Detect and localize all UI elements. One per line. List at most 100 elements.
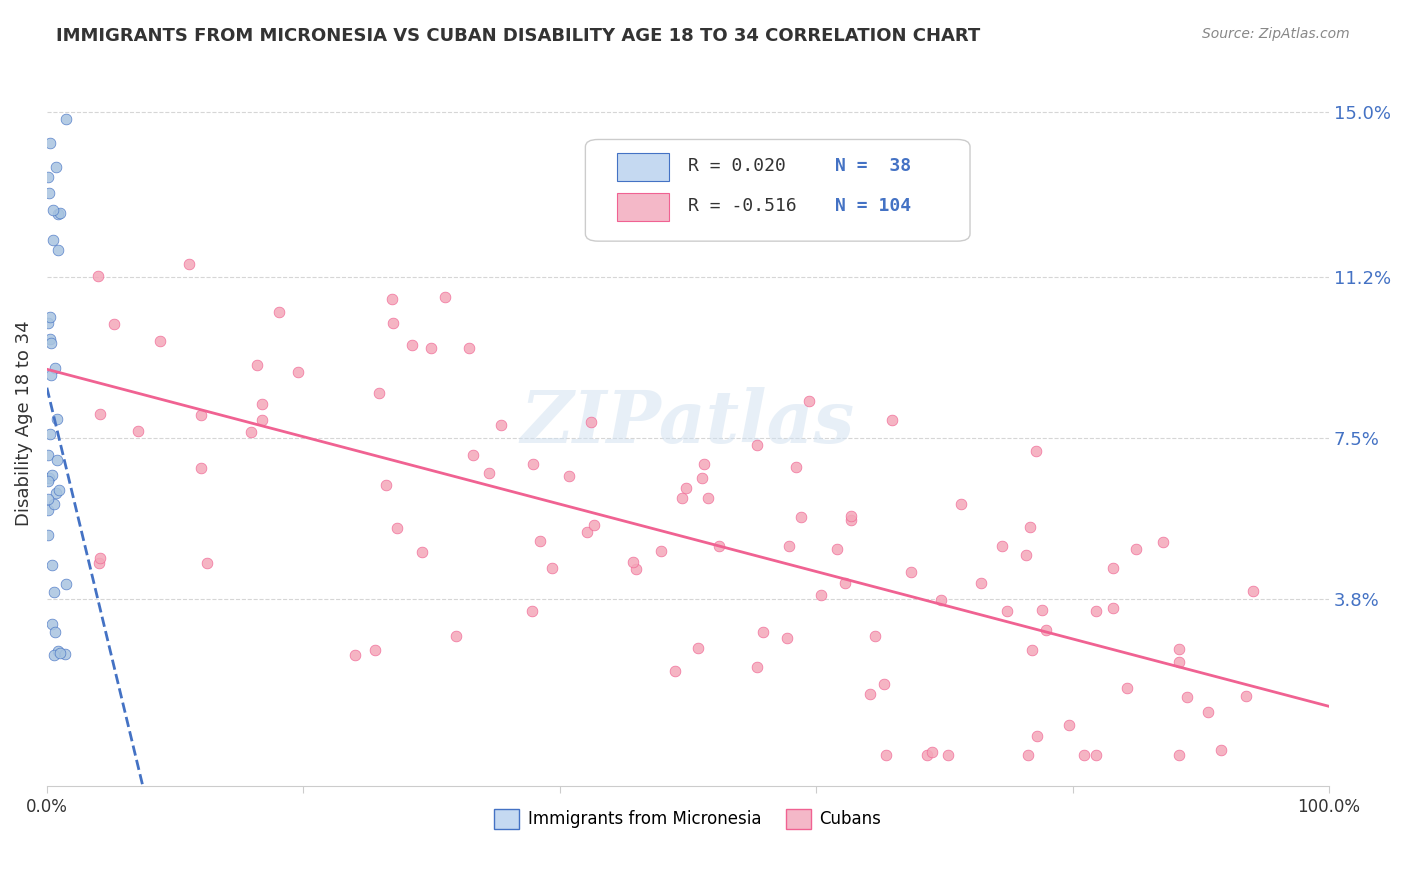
Point xyxy=(37,528,59,542)
Point xyxy=(579,415,602,429)
Text: R = 0.020: R = 0.020 xyxy=(688,157,786,176)
Point xyxy=(48,483,70,497)
Point xyxy=(1073,748,1095,763)
Point xyxy=(688,640,710,655)
Point xyxy=(915,748,938,763)
Point xyxy=(38,310,60,325)
Point xyxy=(834,575,856,590)
Point xyxy=(38,136,60,151)
Point xyxy=(1152,534,1174,549)
Point xyxy=(785,460,807,475)
Point xyxy=(1197,705,1219,719)
Point xyxy=(45,486,67,500)
Text: Source: ZipAtlas.com: Source: ZipAtlas.com xyxy=(1202,27,1350,41)
Point xyxy=(921,745,943,759)
Point xyxy=(401,338,423,352)
Point xyxy=(252,413,274,427)
Point xyxy=(89,408,111,422)
Point xyxy=(690,471,713,485)
Point xyxy=(1116,681,1139,696)
Point xyxy=(368,385,391,400)
Point xyxy=(42,497,65,511)
Point xyxy=(38,186,60,200)
Point xyxy=(1031,603,1053,617)
Point xyxy=(420,341,443,355)
Point xyxy=(1017,748,1039,763)
Point xyxy=(41,468,63,483)
Point xyxy=(44,584,66,599)
Bar xyxy=(617,194,669,221)
Point xyxy=(778,540,800,554)
Point xyxy=(664,665,686,679)
Point xyxy=(1018,520,1040,534)
Point xyxy=(49,646,72,660)
Point xyxy=(1021,643,1043,657)
Legend: Immigrants from Micronesia, Cubans: Immigrants from Micronesia, Cubans xyxy=(488,802,889,836)
Point xyxy=(1175,690,1198,704)
Point xyxy=(936,748,959,763)
Point xyxy=(1168,748,1191,763)
Point xyxy=(44,625,66,640)
Point xyxy=(45,412,67,426)
Point xyxy=(37,316,59,330)
Point xyxy=(1167,641,1189,656)
Bar xyxy=(617,153,669,181)
Point xyxy=(997,604,1019,618)
Point xyxy=(1015,548,1038,562)
Point xyxy=(149,334,172,348)
Point xyxy=(41,368,63,382)
Point xyxy=(747,660,769,674)
Point xyxy=(387,521,409,535)
Point xyxy=(1025,444,1047,458)
Point xyxy=(650,544,672,558)
Point xyxy=(776,631,799,645)
Point xyxy=(1209,743,1232,757)
Point xyxy=(46,643,69,657)
Point xyxy=(87,268,110,283)
Point xyxy=(37,491,59,506)
Point xyxy=(375,478,398,492)
Point xyxy=(190,408,212,422)
Point xyxy=(969,575,991,590)
Point xyxy=(478,467,501,481)
Point xyxy=(287,365,309,379)
Point xyxy=(444,629,467,643)
Point xyxy=(458,341,481,355)
Point xyxy=(624,562,647,576)
Point xyxy=(37,448,59,462)
Point xyxy=(541,561,564,575)
Point xyxy=(745,437,768,451)
Point xyxy=(1085,604,1108,618)
Point xyxy=(1234,690,1257,704)
Point xyxy=(44,360,66,375)
Point xyxy=(522,457,544,471)
Point xyxy=(810,588,832,602)
Point xyxy=(411,545,433,559)
Point xyxy=(576,524,599,539)
Point xyxy=(623,555,645,569)
Point xyxy=(246,359,269,373)
Point xyxy=(381,293,404,307)
Point xyxy=(489,418,512,433)
Point xyxy=(46,244,69,258)
Point xyxy=(1167,655,1189,669)
Point xyxy=(1084,748,1107,763)
Point xyxy=(790,509,813,524)
Point xyxy=(929,592,952,607)
Point xyxy=(873,677,896,691)
Point xyxy=(344,648,367,663)
Point xyxy=(434,290,457,304)
Point xyxy=(520,603,543,617)
Point xyxy=(55,112,77,126)
Point xyxy=(42,203,65,218)
Point xyxy=(267,304,290,318)
Point xyxy=(839,514,862,528)
Point xyxy=(252,397,274,411)
Point xyxy=(103,317,125,331)
Point xyxy=(461,448,484,462)
Point xyxy=(364,642,387,657)
Point xyxy=(991,539,1014,553)
Point xyxy=(697,491,720,506)
Point xyxy=(44,160,66,174)
Point xyxy=(41,233,63,247)
